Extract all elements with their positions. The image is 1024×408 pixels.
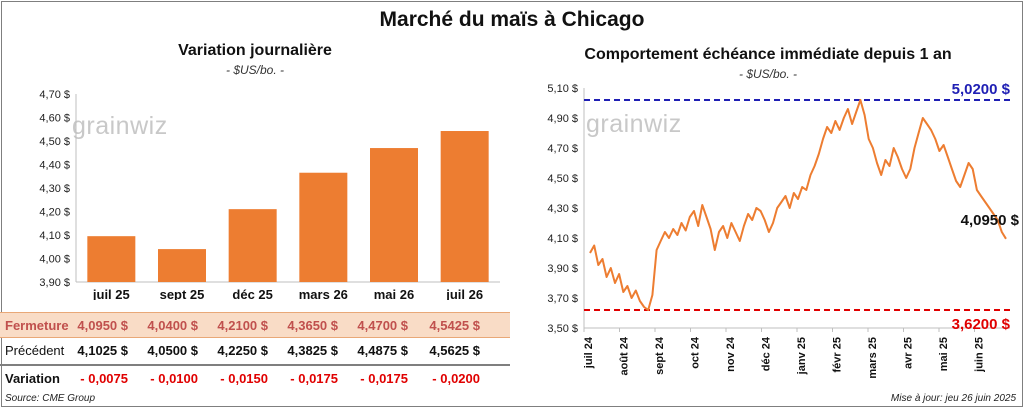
y-tick-label: 5,10 $	[547, 83, 578, 95]
y-tick-label: 4,00 $	[39, 254, 70, 266]
y-tick-label: 4,60 $	[39, 113, 70, 125]
variation-cell: - 0,0175	[360, 370, 408, 386]
bar	[228, 209, 277, 282]
bar	[87, 236, 136, 282]
x-tick-label: mars 26	[299, 287, 348, 300]
x-tick-label: juil 24	[583, 336, 595, 369]
last-value-label: 4,0950 $	[961, 212, 1020, 229]
left-chart-unit: - $US/bo. -	[225, 63, 285, 77]
y-tick-label: 4,70 $	[547, 143, 578, 155]
close-cell: 4,5425 $	[429, 317, 480, 333]
x-tick-label: déc 25	[232, 287, 272, 300]
previous-cell: 4,0500 $	[147, 342, 198, 358]
update-note: Mise à jour: jeu 26 juin 2025	[890, 393, 1016, 404]
x-tick-label: juin 25	[974, 337, 986, 373]
close-cell: 4,3650 $	[287, 317, 338, 333]
x-tick-label: août 24	[619, 336, 631, 375]
price-series-line	[589, 99, 1007, 311]
variation-cell: - 0,0075	[80, 370, 128, 386]
brand-watermark-right: grainwiz	[586, 110, 682, 138]
variation-cell: - 0,0200	[432, 370, 480, 386]
left-chart-title: Variation journalière	[178, 42, 332, 59]
y-tick-label: 3,50 $	[547, 323, 578, 335]
close-cell: 4,2100 $	[217, 317, 268, 333]
max-label: 5,0200 $	[952, 81, 1011, 98]
main-title: Marché du maïs à Chicago	[379, 8, 645, 31]
y-tick-label: 3,90 $	[39, 277, 70, 289]
y-tick-label: 4,20 $	[39, 207, 70, 219]
table-row-close: Fermeture 4,0950 $ 4,0400 $ 4,2100 $ 4,3…	[0, 312, 510, 338]
right-chart-unit: - $US/bo. -	[738, 67, 798, 81]
y-tick-label: 4,90 $	[547, 113, 578, 125]
x-tick-label: déc 24	[761, 336, 773, 371]
previous-cell: 4,5625 $	[429, 342, 480, 358]
y-tick-label: 3,70 $	[547, 293, 578, 305]
y-tick-label: 4,70 $	[39, 89, 70, 101]
y-tick-label: 4,30 $	[547, 203, 578, 215]
x-tick-label: juil 26	[445, 287, 483, 300]
previous-cell: 4,3825 $	[287, 342, 338, 358]
x-tick-label: juil 25	[92, 287, 130, 300]
previous-cell: 4,4875 $	[357, 342, 408, 358]
x-tick-label: avr 25	[903, 337, 915, 369]
x-tick-label: sept 24	[654, 336, 666, 375]
bar	[440, 131, 489, 282]
row-label-close: Fermeture	[5, 317, 69, 333]
right-chart-title: Comportement échéance immédiate depuis 1…	[584, 46, 952, 63]
y-tick-label: 4,40 $	[39, 160, 70, 172]
table-row-previous: Précédent 4,1025 $ 4,0500 $ 4,2250 $ 4,3…	[0, 338, 510, 362]
table-row-variation: Variation - 0,0075 - 0,0100 - 0,0150 - 0…	[0, 364, 510, 390]
y-tick-label: 4,50 $	[547, 173, 578, 185]
row-label-variation: Variation	[5, 370, 60, 386]
variation-cell: - 0,0175	[290, 370, 338, 386]
y-tick-label: 4,50 $	[39, 136, 70, 148]
variation-cell: - 0,0150	[220, 370, 268, 386]
y-tick-label: 4,10 $	[547, 233, 578, 245]
variation-cell: - 0,0100	[150, 370, 198, 386]
x-tick-label: mars 25	[867, 337, 879, 379]
y-tick-label: 4,10 $	[39, 230, 70, 242]
close-cell: 4,0950 $	[77, 317, 128, 333]
x-tick-label: mai 25	[938, 337, 950, 371]
brand-watermark-left: grainwiz	[72, 112, 168, 140]
close-cell: 4,4700 $	[357, 317, 408, 333]
x-tick-label: janv 25	[796, 337, 808, 375]
y-tick-label: 4,30 $	[39, 183, 70, 195]
min-label: 3,6200 $	[952, 316, 1011, 333]
x-tick-label: oct 24	[690, 336, 702, 369]
previous-cell: 4,1025 $	[77, 342, 128, 358]
x-tick-label: nov 24	[725, 336, 737, 372]
row-label-previous: Précédent	[5, 342, 65, 358]
source-note: Source: CME Group	[5, 393, 96, 404]
bar	[299, 172, 348, 282]
x-tick-label: mai 26	[374, 287, 414, 300]
y-tick-label: 3,90 $	[547, 263, 578, 275]
left-bar-chart: 3,90 $ 4,00 $ 4,10 $ 4,20 $ 4,30 $ 4,40 $ 4,50…	[39, 89, 500, 300]
right-line-chart: 3,50 $ 3,70 $ 3,90 $ 4,10 $ 4,30 $ 4,50 $ 4,70…	[547, 81, 1020, 379]
x-tick-label: févr 25	[832, 337, 844, 372]
bar	[370, 148, 418, 282]
x-tick-label: sept 25	[160, 287, 205, 300]
bar	[158, 249, 206, 282]
previous-cell: 4,2250 $	[217, 342, 268, 358]
close-cell: 4,0400 $	[147, 317, 198, 333]
